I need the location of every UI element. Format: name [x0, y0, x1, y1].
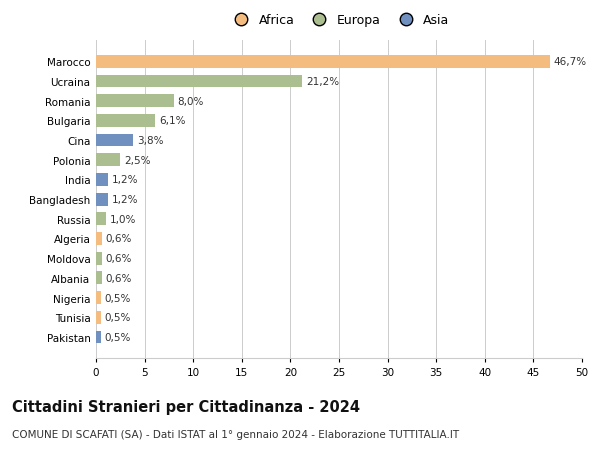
- Bar: [96, 115, 155, 128]
- Bar: [96, 291, 101, 304]
- Text: 0,5%: 0,5%: [105, 293, 131, 303]
- Text: 0,5%: 0,5%: [105, 332, 131, 342]
- Text: COMUNE DI SCAFATI (SA) - Dati ISTAT al 1° gennaio 2024 - Elaborazione TUTTITALIA: COMUNE DI SCAFATI (SA) - Dati ISTAT al 1…: [12, 429, 459, 439]
- Bar: [96, 75, 302, 88]
- Text: 6,1%: 6,1%: [159, 116, 185, 126]
- Text: 1,0%: 1,0%: [110, 214, 136, 224]
- Bar: [96, 213, 106, 226]
- Bar: [96, 134, 133, 147]
- Text: 2,5%: 2,5%: [124, 155, 151, 165]
- Bar: [96, 331, 101, 344]
- Text: 46,7%: 46,7%: [554, 57, 587, 67]
- Bar: [96, 56, 550, 68]
- Text: 1,2%: 1,2%: [112, 195, 138, 205]
- Bar: [96, 174, 107, 186]
- Text: 1,2%: 1,2%: [112, 175, 138, 185]
- Bar: [96, 193, 107, 206]
- Text: 21,2%: 21,2%: [306, 77, 339, 87]
- Bar: [96, 154, 120, 167]
- Text: 0,6%: 0,6%: [106, 234, 132, 244]
- Text: 0,6%: 0,6%: [106, 254, 132, 263]
- Text: 3,8%: 3,8%: [137, 136, 163, 146]
- Legend: Africa, Europa, Asia: Africa, Europa, Asia: [223, 9, 455, 32]
- Bar: [96, 311, 101, 324]
- Bar: [96, 272, 102, 285]
- Bar: [96, 252, 102, 265]
- Bar: [96, 233, 102, 246]
- Text: 8,0%: 8,0%: [178, 96, 204, 106]
- Text: Cittadini Stranieri per Cittadinanza - 2024: Cittadini Stranieri per Cittadinanza - 2…: [12, 399, 360, 414]
- Text: 0,6%: 0,6%: [106, 273, 132, 283]
- Bar: [96, 95, 174, 108]
- Text: 0,5%: 0,5%: [105, 313, 131, 323]
